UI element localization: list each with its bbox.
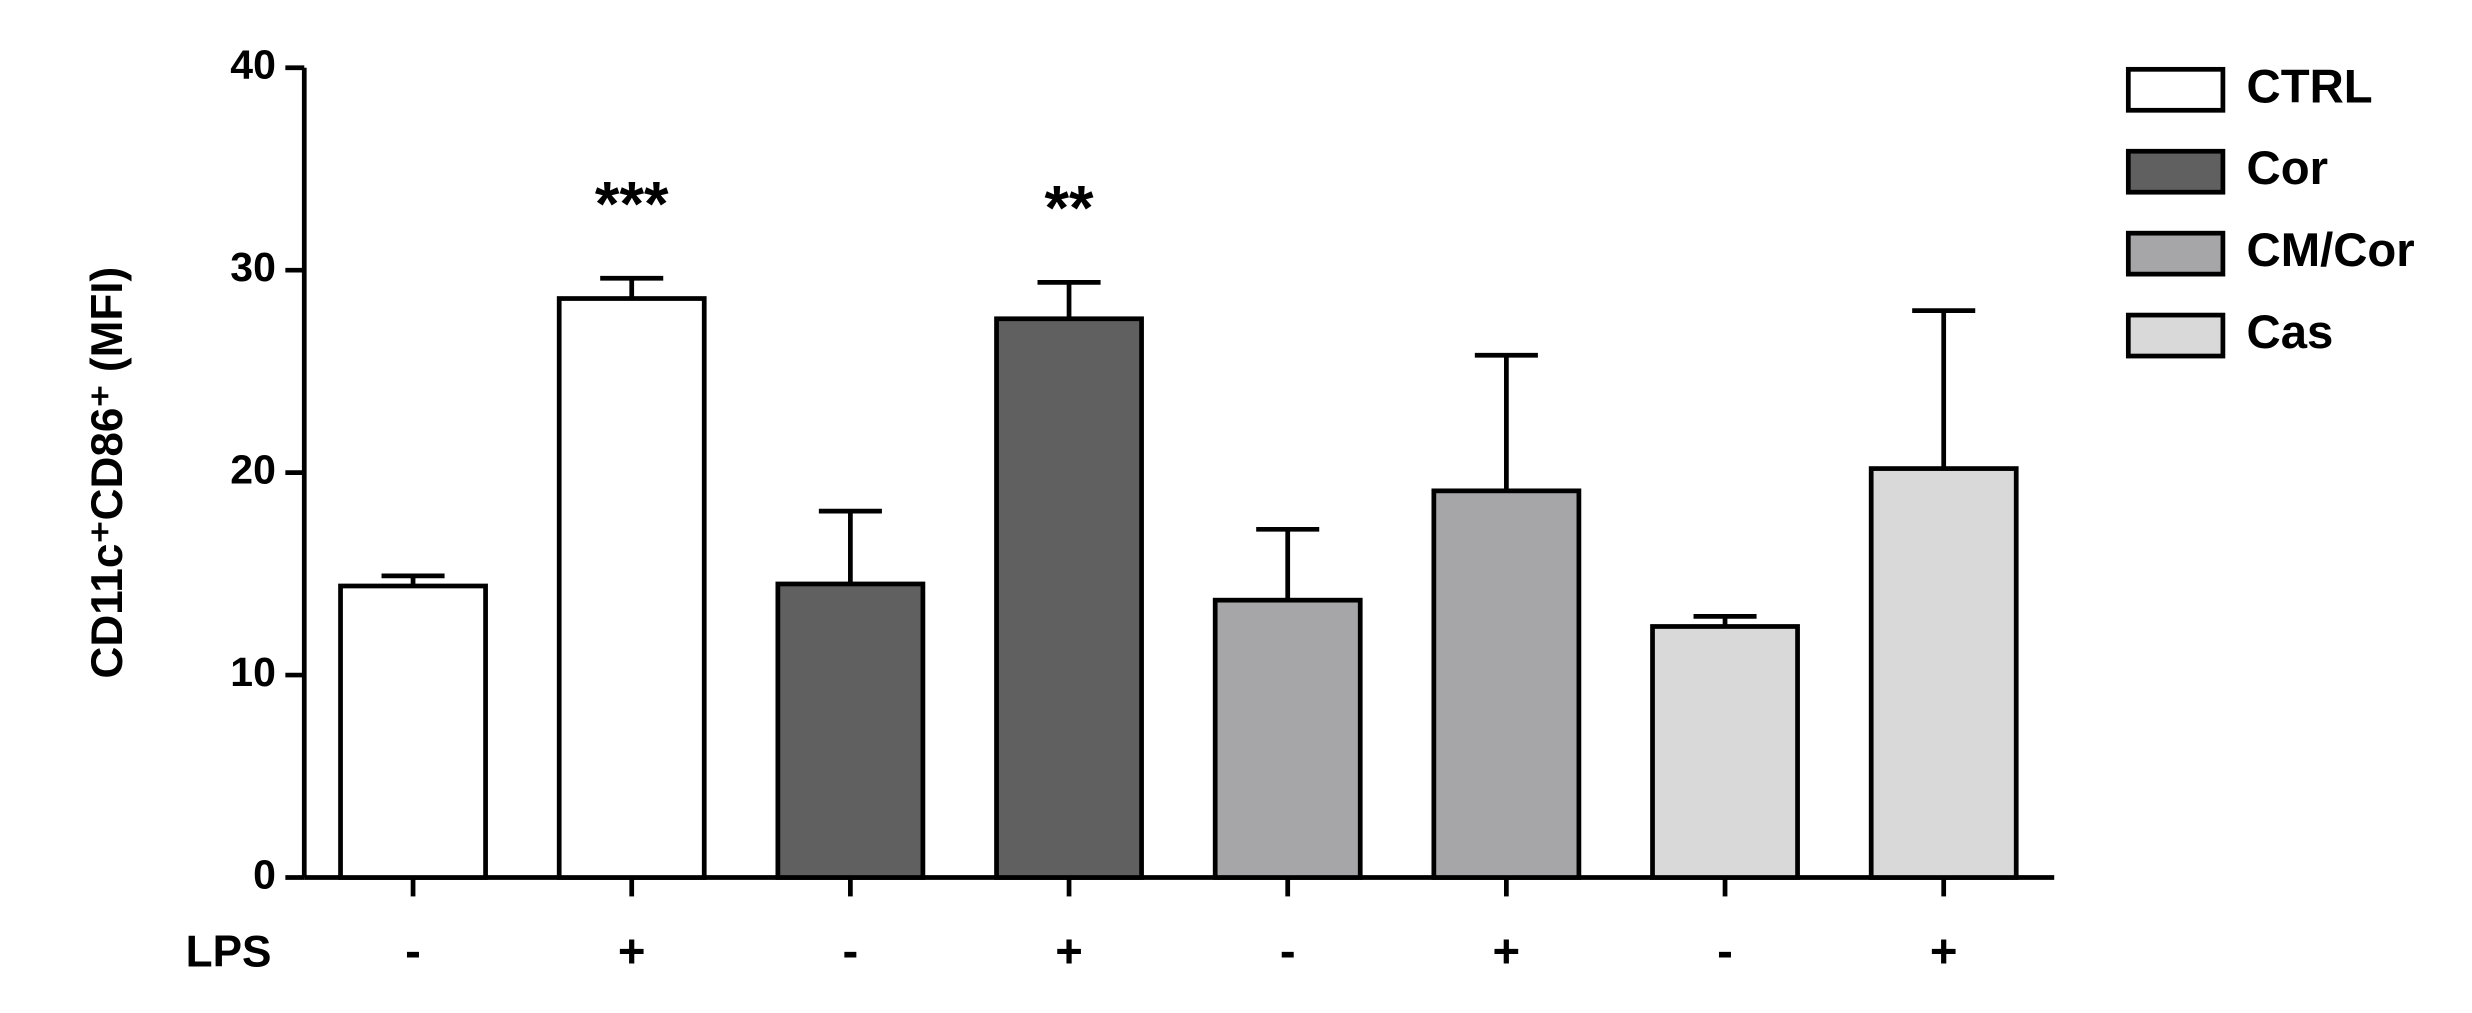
bar <box>338 583 488 880</box>
bar <box>994 316 1144 880</box>
bar <box>775 581 926 880</box>
y-tick-label: 10 <box>230 649 276 695</box>
bar <box>1868 466 2019 880</box>
significance-label: *** <box>595 170 669 240</box>
legend-label: Cas <box>2247 306 2334 359</box>
legend-label: Cor <box>2247 142 2328 195</box>
y-tick-label: 0 <box>253 851 276 897</box>
x-tick-label: + <box>1055 925 1083 978</box>
bar <box>1650 624 1800 880</box>
bar <box>556 296 707 880</box>
y-tick-label: 20 <box>230 446 276 492</box>
x-tick-label: - <box>1280 925 1296 978</box>
y-tick-label: 30 <box>230 244 276 290</box>
x-tick-label: + <box>1930 925 1958 978</box>
x-tick-label: + <box>618 925 646 978</box>
x-axis-label: LPS <box>186 927 272 976</box>
bar <box>1212 597 1363 880</box>
legend-swatch <box>2125 148 2226 195</box>
y-tick-label: 40 <box>230 42 276 88</box>
bar <box>1431 488 1582 880</box>
y-axis-label: CD11c⁺CD86⁺ (MFI) <box>83 267 132 679</box>
x-tick-label: + <box>1493 925 1521 978</box>
legend-label: CM/Cor <box>2247 224 2415 277</box>
legend-swatch <box>2125 230 2226 277</box>
x-tick-label: - <box>1717 925 1733 978</box>
legend-swatch <box>2125 66 2226 113</box>
x-tick-label: - <box>405 925 421 978</box>
legend-label: CTRL <box>2247 60 2373 113</box>
x-tick-label: - <box>843 925 859 978</box>
significance-label: ** <box>1045 174 1095 244</box>
legend-swatch <box>2125 312 2226 359</box>
